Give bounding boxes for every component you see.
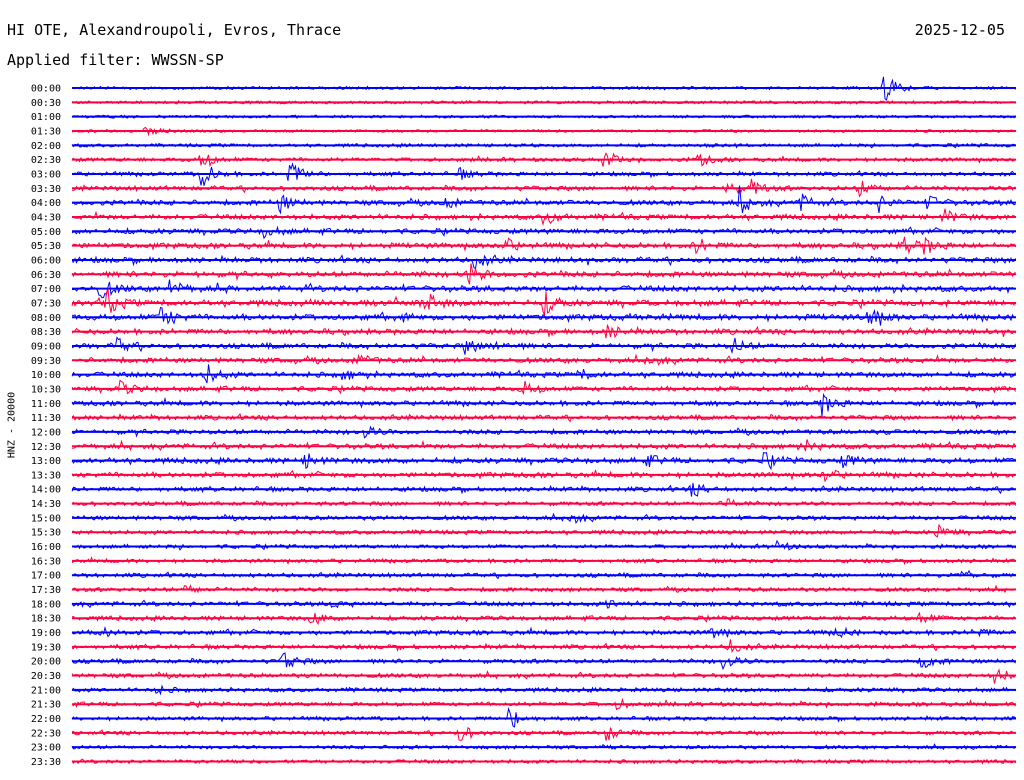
seismic-trace	[71, 225, 1016, 240]
row-time-label: 04:00	[31, 198, 61, 209]
row-time-label: 11:30	[31, 413, 61, 424]
row-time-label: 19:30	[31, 642, 61, 653]
row-time-label: 23:30	[31, 757, 61, 768]
row-time-label: 11:00	[31, 399, 61, 410]
row-time-label: 20:30	[31, 671, 61, 682]
row-time-label: 15:30	[31, 528, 61, 539]
seismic-trace	[71, 668, 1016, 684]
row-time-label: 06:00	[31, 255, 61, 266]
seismic-trace	[72, 523, 1016, 538]
row-time-label: 13:00	[31, 456, 61, 467]
seismic-trace	[71, 306, 1016, 326]
row-time-label: 21:30	[31, 700, 61, 711]
seismic-trace	[71, 639, 1016, 654]
row-time-label: 17:30	[31, 585, 61, 596]
row-time-label: 09:30	[31, 356, 61, 367]
row-time-label: 02:00	[31, 141, 61, 152]
row-time-label: 16:30	[31, 556, 61, 567]
station-title: HI OTE, Alexandroupoli, Evros, Thrace	[7, 21, 342, 39]
row-time-label: 14:00	[31, 485, 61, 496]
filter-value: WWSSN-SP	[151, 51, 224, 69]
row-time-label: 07:00	[31, 284, 61, 295]
row-time-label: 10:30	[31, 384, 61, 395]
row-time-label: 20:00	[31, 657, 61, 668]
row-time-label: 22:30	[31, 728, 61, 739]
filter-label-text: Applied filter:	[7, 51, 143, 69]
seismic-trace	[71, 727, 1016, 741]
seismic-trace	[71, 498, 1016, 507]
seismic-trace	[71, 392, 1016, 417]
seismic-trace	[71, 236, 1016, 255]
row-time-label: 08:00	[31, 313, 61, 324]
seismic-trace	[71, 254, 1016, 270]
row-time-label: 00:00	[31, 84, 61, 95]
row-time-label: 10:00	[31, 370, 61, 381]
row-time-label: 00:30	[31, 98, 61, 109]
row-time-label: 19:00	[31, 628, 61, 639]
seismic-trace	[71, 451, 1016, 471]
row-time-label: 18:00	[31, 599, 61, 610]
row-time-label: 06:30	[31, 270, 61, 281]
seismic-trace	[71, 539, 1016, 551]
row-time-label: 12:00	[31, 427, 61, 438]
row-time-label: 16:00	[31, 542, 61, 553]
seismic-trace	[71, 263, 1016, 285]
seismic-trace	[71, 185, 1016, 215]
row-time-label: 04:30	[31, 212, 61, 223]
row-time-label: 13:30	[31, 470, 61, 481]
row-time-label: 05:30	[31, 241, 61, 252]
row-time-label: 18:30	[31, 614, 61, 625]
row-time-label: 17:00	[31, 571, 61, 582]
row-time-label: 09:00	[31, 341, 61, 352]
row-time-label: 21:00	[31, 685, 61, 696]
row-time-label: 03:00	[31, 169, 61, 180]
row-time-label: 23:00	[31, 743, 61, 754]
row-time-label: 15:00	[31, 513, 61, 524]
seismic-trace	[71, 439, 1016, 452]
filter-label: Applied filter: WWSSN-SP	[7, 51, 224, 69]
row-time-label: 22:00	[31, 714, 61, 725]
row-time-label: 03:30	[31, 184, 61, 195]
row-time-label: 01:00	[31, 112, 61, 123]
row-time-label: 07:30	[31, 298, 61, 309]
row-time-label: 14:30	[31, 499, 61, 510]
row-time-label: 12:30	[31, 442, 61, 453]
seismic-trace	[71, 379, 1016, 396]
date-label: 2025-12-05	[914, 21, 1005, 39]
row-time-label: 02:30	[31, 155, 61, 166]
row-time-label: 08:30	[31, 327, 61, 338]
row-time-label: 05:00	[31, 227, 61, 238]
row-time-label: 01:30	[31, 126, 61, 137]
